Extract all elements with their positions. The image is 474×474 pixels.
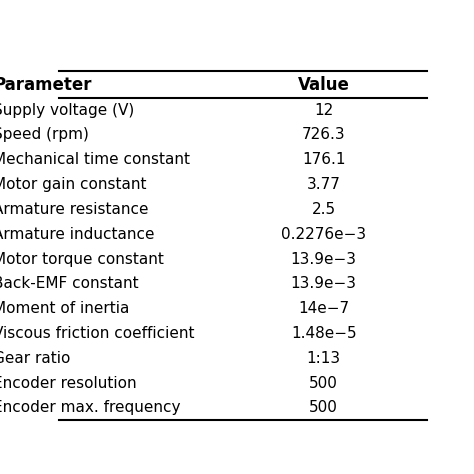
- Text: Back-EMF constant: Back-EMF constant: [0, 276, 139, 292]
- Text: Armature resistance: Armature resistance: [0, 202, 149, 217]
- Text: Motor gain constant: Motor gain constant: [0, 177, 146, 192]
- Text: 2.5: 2.5: [312, 202, 336, 217]
- Text: Motor torque constant: Motor torque constant: [0, 252, 164, 266]
- Text: 13.9e−3: 13.9e−3: [291, 276, 357, 292]
- Text: 3.77: 3.77: [307, 177, 341, 192]
- Text: 500: 500: [310, 376, 338, 391]
- Text: Encoder resolution: Encoder resolution: [0, 376, 137, 391]
- Text: Encoder max. frequency: Encoder max. frequency: [0, 401, 181, 416]
- Text: Gear ratio: Gear ratio: [0, 351, 71, 366]
- Text: Supply voltage (V): Supply voltage (V): [0, 103, 134, 118]
- Text: Parameter: Parameter: [0, 76, 91, 94]
- Text: 12: 12: [314, 103, 333, 118]
- Text: 1:13: 1:13: [307, 351, 341, 366]
- Text: 726.3: 726.3: [302, 128, 346, 143]
- Text: 500: 500: [310, 401, 338, 416]
- Text: Viscous friction coefficient: Viscous friction coefficient: [0, 326, 195, 341]
- Text: Value: Value: [298, 76, 350, 94]
- Text: 13.9e−3: 13.9e−3: [291, 252, 357, 266]
- Text: 0.2276e−3: 0.2276e−3: [281, 227, 366, 242]
- Text: 14e−7: 14e−7: [298, 301, 349, 316]
- Text: Speed (rpm): Speed (rpm): [0, 128, 89, 143]
- Text: Mechanical time constant: Mechanical time constant: [0, 152, 190, 167]
- Text: Armature inductance: Armature inductance: [0, 227, 155, 242]
- Text: Moment of inertia: Moment of inertia: [0, 301, 129, 316]
- Text: 1.48e−5: 1.48e−5: [291, 326, 356, 341]
- Text: 176.1: 176.1: [302, 152, 346, 167]
